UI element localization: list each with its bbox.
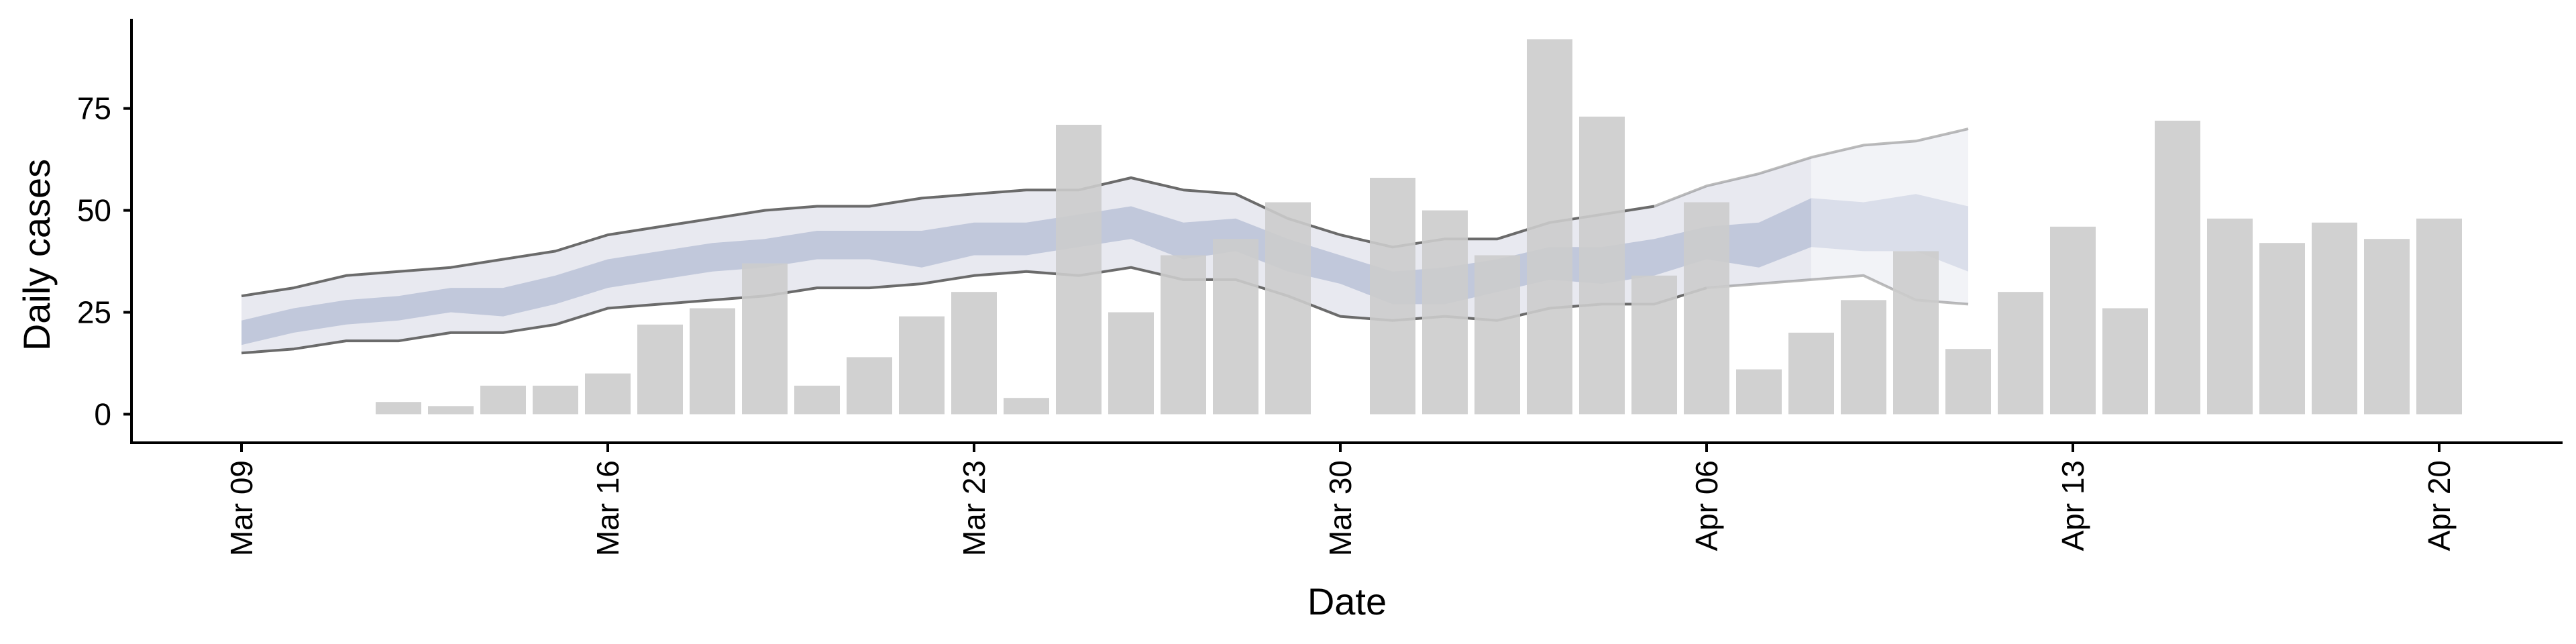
- case-bar: [376, 402, 421, 415]
- daily-case-bars: [376, 39, 2462, 415]
- case-bar: [1161, 255, 1206, 415]
- case-bar: [1893, 251, 1939, 415]
- y-tick-label: 50: [77, 193, 111, 228]
- case-bar: [2050, 226, 2096, 415]
- case-bar: [1998, 292, 2043, 415]
- case-bar: [1213, 239, 1258, 415]
- y-axis-title: Daily cases: [15, 159, 58, 351]
- case-bar: [2102, 308, 2148, 415]
- case-bar: [1945, 349, 1991, 415]
- case-bar: [1265, 202, 1311, 415]
- case-bar: [1841, 300, 1886, 415]
- case-bar: [690, 308, 735, 415]
- case-bar: [428, 406, 474, 415]
- case-bar: [899, 316, 945, 415]
- y-tick-label: 75: [77, 91, 111, 126]
- case-bar: [1004, 398, 1049, 415]
- case-bar: [794, 385, 840, 415]
- case-bar: [1684, 202, 1729, 415]
- y-ticks: 0 25 50 75: [77, 91, 131, 431]
- case-bar: [847, 357, 892, 415]
- x-tick-label: Apr 13: [2055, 460, 2090, 551]
- case-bar: [1736, 369, 1782, 415]
- case-bar: [585, 373, 631, 415]
- case-bar: [637, 324, 683, 415]
- case-bar: [1474, 255, 1520, 415]
- x-tick-label: Mar 09: [224, 460, 259, 556]
- case-bar: [2259, 243, 2305, 415]
- case-bar: [2312, 222, 2357, 415]
- case-bar: [1527, 39, 1572, 415]
- case-bar: [1108, 312, 1154, 415]
- case-bar: [480, 385, 526, 415]
- case-bar: [1422, 210, 1468, 415]
- x-tick-label: Mar 16: [590, 460, 625, 556]
- x-tick-label: Apr 20: [2422, 460, 2457, 551]
- case-bar: [2364, 239, 2410, 415]
- case-bar: [1579, 116, 1625, 415]
- case-bar: [1056, 125, 1102, 415]
- case-bar: [1370, 178, 1415, 415]
- y-tick-label: 0: [94, 396, 111, 431]
- case-bar: [2207, 218, 2253, 415]
- axes: [130, 19, 2563, 444]
- case-bar: [2416, 218, 2462, 415]
- y-tick-label: 25: [77, 295, 111, 330]
- upper-bound-line: [241, 176, 1655, 298]
- case-bar: [533, 385, 578, 415]
- upper-bound-line-tail: [1654, 127, 1969, 208]
- x-tick-label: Mar 30: [1323, 460, 1358, 556]
- case-bar: [951, 292, 997, 415]
- x-axis-title: Date: [1307, 580, 1387, 623]
- case-bar: [2155, 120, 2200, 415]
- x-ticks: Mar 09 Mar 16 Mar 23 Mar 30 Apr 06 Apr 13 Apr …: [224, 443, 2457, 556]
- x-tick-label: Apr 06: [1689, 460, 1724, 551]
- case-bar: [742, 263, 788, 415]
- x-tick-label: Mar 23: [957, 460, 991, 556]
- case-bar: [1788, 332, 1834, 415]
- case-bar: [1631, 275, 1677, 415]
